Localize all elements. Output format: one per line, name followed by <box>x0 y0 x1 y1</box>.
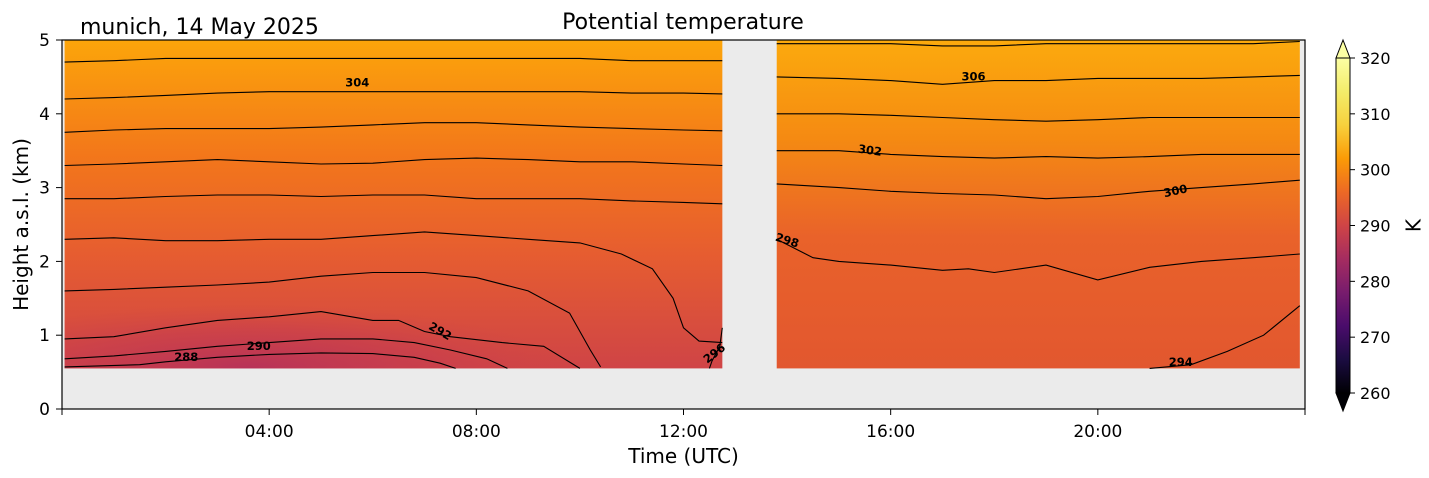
contour-label: 288 <box>174 350 198 364</box>
colorbar-extend-max <box>1335 38 1351 59</box>
y-axis: 0 1 2 3 4 5 <box>39 31 62 420</box>
x-tick-label: 04:00 <box>245 422 294 442</box>
temperature-field <box>64 40 1300 369</box>
colorbar-label: K <box>1402 218 1426 232</box>
chart-title: Potential temperature <box>562 10 804 35</box>
colorbar-extend-min <box>1335 392 1351 413</box>
contour-300 <box>776 179 1300 200</box>
contour-296 <box>64 231 723 344</box>
contour-306 <box>64 57 723 63</box>
y-axis-label: Height a.s.l. (km) <box>9 138 33 311</box>
contour-label: 302 <box>857 142 883 159</box>
contour-label: 290 <box>247 339 271 353</box>
contour-302 <box>776 150 1300 159</box>
x-tick-label: 20:00 <box>1073 422 1122 442</box>
contour-298 <box>776 238 1300 281</box>
contour-290 <box>64 338 508 369</box>
contour-302 <box>64 122 723 133</box>
colorbar-tick-label: 260 <box>1360 384 1391 403</box>
colorbar-tick-label: 300 <box>1360 161 1391 180</box>
x-tick-label: 08:00 <box>452 422 501 442</box>
colorbar-tick-label: 290 <box>1360 217 1391 236</box>
colorbar-gradient <box>1336 58 1350 393</box>
colorbar-tick-label: 280 <box>1360 272 1391 291</box>
contour-294 <box>64 271 602 368</box>
chart-subtitle: munich, 14 May 2025 <box>80 15 319 40</box>
contour-288 <box>64 352 456 369</box>
colorbar-tick-label: 320 <box>1360 49 1391 68</box>
contour-306 <box>776 74 1300 85</box>
contour-308 <box>776 40 1300 47</box>
y-tick-label: 2 <box>39 252 50 272</box>
y-tick-label: 5 <box>39 31 50 51</box>
y-tick-label: 0 <box>39 400 50 420</box>
contour-label: 304 <box>345 75 369 89</box>
colorbar: 260 270 280 290 300 310 320 <box>1335 38 1391 413</box>
contour-300 <box>64 157 723 167</box>
field-segment <box>776 40 1300 369</box>
colorbar-tick-label: 270 <box>1360 328 1391 347</box>
x-tick-label: 16:00 <box>866 422 915 442</box>
contour-304 <box>776 113 1300 122</box>
y-tick-label: 3 <box>39 179 50 199</box>
colorbar-tick-label: 310 <box>1360 105 1391 124</box>
contour-292 <box>64 311 581 369</box>
contour-label: 300 <box>1162 181 1188 200</box>
contour-296 <box>708 327 723 369</box>
x-tick-label: 12:00 <box>659 422 708 442</box>
contour-label: 294 <box>1169 355 1193 369</box>
x-axis-label: Time (UTC) <box>627 444 739 468</box>
y-tick-label: 4 <box>39 105 50 125</box>
cool-layer <box>64 261 591 369</box>
contour-294 <box>1149 305 1301 369</box>
contour-304 <box>64 91 723 100</box>
x-axis: 04:00 08:00 12:00 16:00 20:00 <box>61 409 1306 442</box>
contour-298 <box>64 194 723 205</box>
y-tick-label: 1 <box>39 326 50 346</box>
contour-lines <box>64 40 1301 369</box>
contour-label: 306 <box>962 69 986 83</box>
